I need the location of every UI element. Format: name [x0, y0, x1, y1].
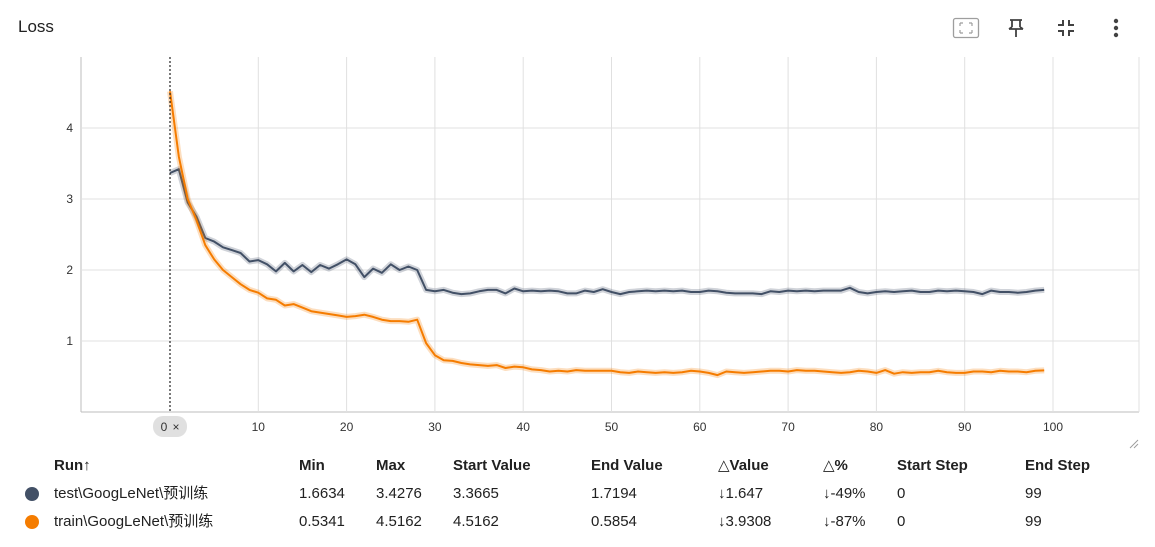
delta-pct: ↓-87% [823, 513, 866, 530]
start-step: 0 [897, 485, 906, 502]
col-max[interactable]: Max [376, 457, 406, 474]
x-tick-label: 50 [605, 420, 619, 434]
collapse-icon [1058, 20, 1074, 36]
fit-domain-button[interactable] [941, 14, 991, 42]
min-value: 0.5341 [299, 513, 345, 530]
run-name: test\GoogLeNet\预训练 [54, 485, 209, 502]
step-marker-chip[interactable] [153, 416, 187, 437]
run-name: train\GoogLeNet\预训练 [54, 513, 214, 530]
delta-value: ↓3.9308 [718, 513, 772, 530]
step-marker-close-icon[interactable]: × [172, 420, 179, 434]
run-color-dot [25, 487, 39, 501]
pin-button[interactable] [991, 14, 1041, 42]
col-start-step[interactable]: Start Step [897, 457, 968, 474]
col-end-step[interactable]: End Step [1025, 457, 1091, 474]
col-delta-pct[interactable]: △% [823, 457, 848, 474]
x-tick-label: 40 [517, 420, 531, 434]
table-header: Run↑ Min Max Start Value End Value △Valu… [0, 454, 1155, 478]
x-tick-label: 20 [340, 420, 354, 434]
x-tick-label: 60 [693, 420, 707, 434]
resize-handle-icon [1129, 439, 1139, 449]
col-min[interactable]: Min [299, 457, 325, 474]
collapse-button[interactable] [1041, 14, 1091, 42]
col-delta-value[interactable]: △Value [718, 457, 769, 474]
table-row: train\GoogLeNet\预训练 0.5341 4.5162 4.5162… [0, 510, 1155, 534]
x-tick-label: 70 [781, 420, 795, 434]
step-marker-label: 0 [161, 420, 168, 434]
y-tick-label: 4 [66, 121, 73, 135]
max-value: 3.4276 [376, 485, 422, 502]
x-tick-label: 80 [870, 420, 884, 434]
chart-title: Loss [18, 17, 54, 36]
series-line-test [169, 168, 1045, 296]
max-value: 4.5162 [376, 513, 422, 530]
col-end-value[interactable]: End Value [591, 457, 663, 474]
end-value: 1.7194 [591, 485, 637, 502]
y-tick-label: 3 [66, 192, 73, 206]
x-tick-label: 10 [252, 420, 266, 434]
y-tick-label: 1 [66, 334, 73, 348]
end-value: 0.5854 [591, 513, 637, 530]
run-color-dot [25, 515, 39, 529]
end-step: 99 [1025, 485, 1042, 502]
y-tick-label: 2 [66, 263, 73, 277]
col-run[interactable]: Run↑ [54, 457, 91, 474]
table-row: test\GoogLeNet\预训练 1.6634 3.4276 3.3665 … [0, 482, 1155, 506]
start-value: 4.5162 [453, 513, 499, 530]
series-line-train [169, 91, 1045, 377]
series-line-halo [168, 166, 1045, 298]
min-value: 1.6634 [299, 485, 345, 502]
x-tick-label: 100 [1043, 420, 1063, 434]
series-line-halo [167, 90, 1045, 379]
x-tick-label: 90 [958, 420, 972, 434]
pin-icon [1008, 19, 1024, 37]
more-options-button[interactable] [1091, 14, 1141, 42]
more-vert-icon [1113, 18, 1119, 38]
delta-pct: ↓-49% [823, 485, 866, 502]
x-tick-label: 30 [428, 420, 442, 434]
delta-value: ↓1.647 [718, 485, 764, 502]
fit-domain-icon [952, 17, 980, 39]
start-value: 3.3665 [453, 485, 499, 502]
col-start-value[interactable]: Start Value [453, 457, 531, 474]
chart-toolbar [941, 14, 1141, 42]
start-step: 0 [897, 513, 906, 530]
end-step: 99 [1025, 513, 1042, 530]
